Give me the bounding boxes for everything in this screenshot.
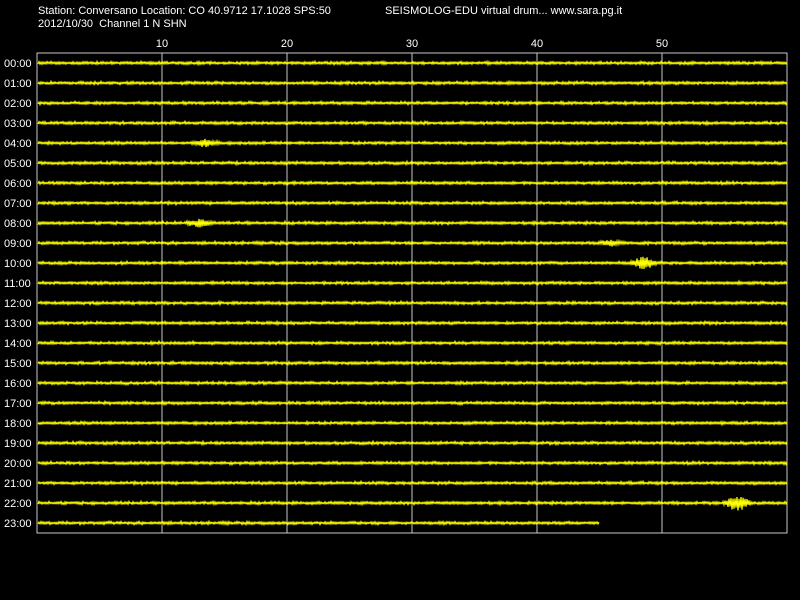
x-tick-label-50: 50	[656, 38, 668, 50]
row-time-label-0200: 02:00	[4, 98, 32, 110]
row-time-label-2200: 22:00	[4, 498, 32, 510]
row-time-label-2100: 21:00	[4, 478, 32, 490]
trace-2200	[37, 496, 788, 511]
trace-0900	[37, 238, 788, 248]
x-tick-label-20: 20	[281, 38, 293, 50]
row-time-label-1500: 15:00	[4, 358, 32, 370]
row-time-label-1300: 13:00	[4, 318, 32, 330]
row-time-label-0600: 06:00	[4, 178, 32, 190]
row-time-label-1900: 19:00	[4, 438, 32, 450]
trace-1900	[37, 439, 788, 447]
trace-2300	[37, 519, 600, 527]
trace-0200	[37, 99, 788, 107]
trace-1800	[37, 419, 788, 427]
trace-2000	[37, 459, 788, 467]
row-time-label-1000: 10:00	[4, 258, 32, 270]
software-credit: SEISMOLOG-EDU virtual drum... www.sara.p…	[385, 5, 623, 17]
row-time-label-0000: 00:00	[4, 58, 32, 70]
row-time-label-0100: 01:00	[4, 78, 32, 90]
trace-1000	[37, 256, 788, 270]
trace-1100	[37, 279, 788, 287]
date-channel-info: 2012/10/30 Channel 1 N SHN	[38, 18, 187, 30]
trace-0400	[37, 138, 788, 148]
trace-1600	[37, 379, 788, 387]
row-time-label-1800: 18:00	[4, 418, 32, 430]
row-time-label-1100: 11:00	[4, 278, 31, 290]
row-time-label-0500: 05:00	[4, 158, 32, 170]
trace-0700	[37, 199, 788, 207]
row-time-label-0400: 04:00	[4, 138, 32, 150]
trace-1200	[37, 299, 788, 307]
row-time-label-2000: 20:00	[4, 458, 32, 470]
trace-1700	[37, 399, 788, 407]
row-time-label-2300: 23:00	[4, 518, 32, 530]
trace-1400	[37, 339, 788, 347]
trace-1300	[37, 319, 788, 327]
row-time-label-0700: 07:00	[4, 198, 32, 210]
row-time-label-1600: 16:00	[4, 378, 32, 390]
x-tick-label-10: 10	[156, 38, 168, 50]
row-time-label-1700: 17:00	[4, 398, 32, 410]
trace-0800	[37, 218, 788, 228]
trace-0300	[37, 119, 788, 127]
trace-1500	[37, 359, 788, 367]
x-tick-label-30: 30	[406, 38, 418, 50]
trace-0600	[37, 179, 788, 187]
row-time-label-0800: 08:00	[4, 218, 32, 230]
trace-0500	[37, 159, 788, 167]
row-time-label-1200: 12:00	[4, 298, 32, 310]
trace-0000	[37, 59, 788, 67]
row-time-label-0300: 03:00	[4, 118, 32, 130]
row-time-label-0900: 09:00	[4, 238, 32, 250]
x-tick-label-40: 40	[531, 38, 543, 50]
row-time-label-1400: 14:00	[4, 338, 32, 350]
trace-0100	[37, 79, 788, 87]
station-info: Station: Conversano Location: CO 40.9712…	[38, 5, 331, 17]
trace-2100	[37, 479, 788, 487]
